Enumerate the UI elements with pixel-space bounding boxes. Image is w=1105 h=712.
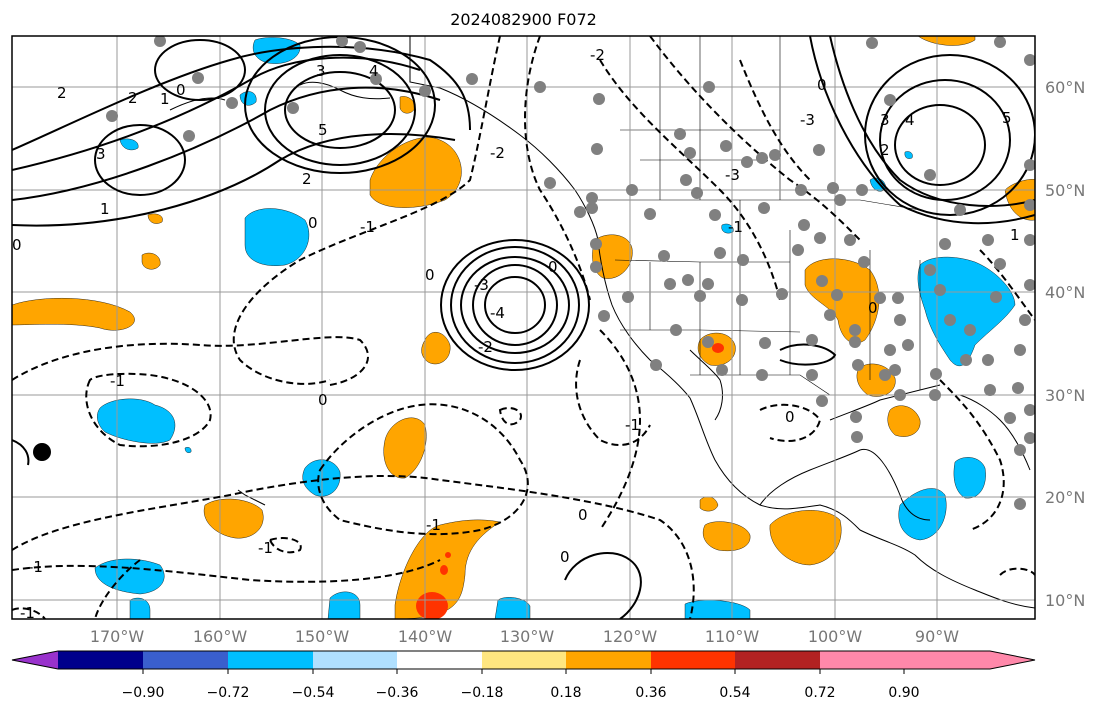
contour-label: 1 (160, 90, 170, 108)
contour-label: -1 (28, 558, 43, 576)
longitude-axis: 170°W 160°W 150°W 140°W 130°W 120°W 110°… (90, 627, 959, 646)
colorbar-segment (735, 651, 820, 669)
coastlines (169, 36, 1035, 609)
contour-label: 0 (12, 236, 22, 254)
longitude-label: 160°W (193, 627, 248, 646)
contour-label: -3 (474, 276, 489, 294)
contour-label: 0 (868, 299, 878, 317)
contour-label: -2 (478, 338, 493, 356)
colorbar-tick-label: 0.72 (804, 685, 835, 701)
colorbar-min-extension (12, 651, 58, 669)
contour-label: 2 (880, 141, 890, 159)
contour-label: 0 (425, 266, 435, 284)
contour-label: 0 (785, 408, 795, 426)
longitude-label: 130°W (500, 627, 555, 646)
contour-label: -1 (728, 218, 743, 236)
contour-label: 0 (578, 506, 588, 524)
colorbar-segment (58, 651, 143, 669)
longitude-label: 170°W (90, 627, 145, 646)
latitude-label: 60°N (1045, 78, 1085, 97)
longitude-label: 90°W (915, 627, 959, 646)
contour-labels: 2 2 1 0 3 4 5 3 2 1 0 0 1 2 3 4 5 -3 -2 … (12, 46, 1020, 622)
contour-label: -2 (590, 46, 605, 64)
contour-label: 0 (176, 81, 186, 99)
contour-label: 2 (302, 170, 312, 188)
chart-title: 2024082900 F072 (450, 10, 597, 29)
colorbar-segment (482, 651, 566, 669)
latitude-axis: 60°N 50°N 40°N 30°N 20°N 10°N (1045, 78, 1085, 610)
colorbar-segment (397, 651, 482, 669)
longitude-label: 120°W (603, 627, 658, 646)
longitude-label: 100°W (808, 627, 863, 646)
contour-label: 0 (308, 214, 318, 232)
contour-label: 0 (548, 258, 558, 276)
colorbar-segment (228, 651, 313, 669)
contour-label: 3 (316, 62, 326, 80)
latitude-label: 20°N (1045, 488, 1085, 507)
colorbar-tick-label: −0.54 (292, 685, 335, 701)
contour-label: 4 (369, 62, 379, 80)
colorbar-outline (11, 650, 1036, 670)
contour-label: -3 (800, 111, 815, 129)
contour-label: -1 (625, 416, 640, 434)
colorbar-tick-label: −0.18 (461, 685, 504, 701)
strong-positive-anomaly-areas (416, 343, 724, 619)
contour-label: 1 (100, 200, 110, 218)
colorbar: −0.90 −0.72 −0.54 −0.36 −0.18 0.18 0.36 … (11, 650, 1036, 701)
colorbar-tick-label: −0.72 (207, 685, 250, 701)
contour-label: 5 (318, 121, 328, 139)
contour-label: -1 (426, 516, 441, 534)
colorbar-tick-label: 0.54 (719, 685, 750, 701)
contour-label: -1 (20, 604, 35, 622)
contour-label: -1 (110, 372, 125, 390)
contour-label: 2 (128, 89, 138, 107)
contour-label: -3 (725, 166, 740, 184)
contour-label: -2 (490, 144, 505, 162)
contour-label: -1 (360, 218, 375, 236)
contour-label: 5 (1002, 109, 1012, 127)
political-boundaries (598, 36, 921, 396)
map-border (11, 35, 1036, 620)
latitude-label: 50°N (1045, 181, 1085, 200)
colorbar-tick-label: 0.36 (635, 685, 666, 701)
station-dots (106, 36, 1035, 510)
colorbar-segment (143, 651, 228, 669)
contour-label: 0 (560, 548, 570, 566)
latitude-label: 10°N (1045, 591, 1085, 610)
contour-label: 0 (318, 391, 328, 409)
colorbar-max-extension (820, 651, 1035, 669)
latitude-label: 30°N (1045, 386, 1085, 405)
latitude-label: 40°N (1045, 283, 1085, 302)
colorbar-tick-label: 0.18 (550, 685, 581, 701)
contour-label: 4 (905, 111, 915, 129)
longitude-label: 150°W (295, 627, 350, 646)
map-graticule (12, 36, 1035, 619)
colorbar-tick-label: −0.36 (376, 685, 419, 701)
contour-label: -1 (258, 539, 273, 557)
positive-contours (12, 36, 1035, 619)
location-marker (33, 443, 51, 461)
colorbar-tick-label: −0.90 (122, 685, 165, 701)
contour-label: 3 (880, 111, 890, 129)
longitude-label: 140°W (398, 627, 453, 646)
colorbar-segment (566, 651, 651, 669)
negative-contours (12, 36, 1035, 619)
contour-label: 3 (96, 145, 106, 163)
longitude-label: 110°W (705, 627, 760, 646)
colorbar-segment (313, 651, 397, 669)
contour-label: 0 (817, 76, 827, 94)
contour-label: 1 (1010, 226, 1020, 244)
colorbar-tick-label: 0.90 (888, 685, 919, 701)
contour-label: -4 (490, 304, 505, 322)
colorbar-segment (651, 651, 735, 669)
contour-label: 2 (57, 84, 67, 102)
